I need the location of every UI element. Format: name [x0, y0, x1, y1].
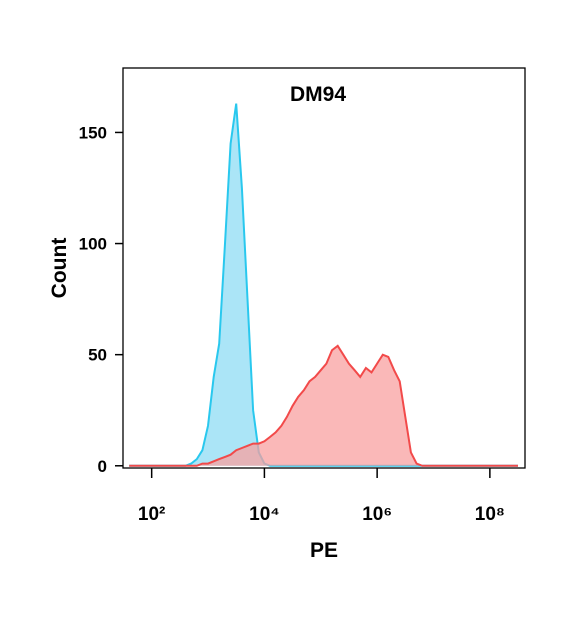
area-line — [129, 344, 518, 467]
x-tick-label: 10⁴ — [249, 504, 280, 525]
area-fill — [129, 345, 518, 466]
y-tick-label: 50 — [88, 346, 107, 365]
area-fill — [129, 103, 518, 466]
y-tick-label: 150 — [79, 123, 107, 142]
y-tick-label: 0 — [98, 457, 107, 476]
x-tick-label: 10⁶ — [362, 504, 392, 525]
chart-title: DM94 — [290, 83, 346, 106]
y-axis-label: Count — [48, 238, 71, 299]
x-tick-label: 10⁸ — [475, 504, 505, 525]
x-tick-label: 10² — [138, 504, 165, 525]
plot-frame — [122, 67, 526, 469]
x-axis-label: PE — [310, 539, 338, 562]
y-tick-label: 100 — [79, 235, 107, 254]
area-line — [129, 103, 518, 467]
